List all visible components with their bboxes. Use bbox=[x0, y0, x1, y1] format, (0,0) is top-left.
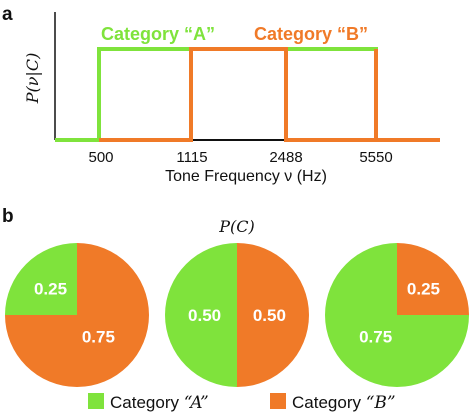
legend: Category “A” Category “B” bbox=[88, 393, 396, 413]
legend-label-category-b: Category “B” bbox=[292, 393, 396, 413]
legend-swatch-category-b bbox=[270, 393, 286, 409]
legend-swatch-category-a bbox=[88, 393, 104, 409]
pie-slice-category-a bbox=[5, 243, 77, 315]
pie-slice-label: 0.25 bbox=[407, 280, 440, 299]
pie-charts: 0.25 0.75 0.50 0.50 0.75 0.25 bbox=[5, 243, 469, 387]
series-b-legend-label: Category “B” bbox=[254, 24, 368, 44]
pie-slice-label: 0.50 bbox=[188, 306, 221, 325]
pie-slice-category-b bbox=[397, 243, 469, 315]
pie-slice-category-b bbox=[5, 243, 149, 387]
pie-slice-label: 0.50 bbox=[253, 306, 286, 325]
series-category-a-line bbox=[55, 47, 378, 142]
x-tick-label: 500 bbox=[88, 149, 113, 166]
pie-slice-category-b bbox=[237, 243, 309, 387]
y-axis-label: P(ν|C) bbox=[23, 53, 42, 105]
x-tick-label: 5550 bbox=[359, 149, 392, 166]
step-plot: Category “A” Category “B” P(ν|C) 500 111… bbox=[23, 12, 440, 185]
x-tick-label: 1115 bbox=[176, 149, 207, 166]
panel-label-b: b bbox=[2, 206, 14, 227]
pie-slice-label: 0.75 bbox=[82, 327, 115, 346]
pie-group-title: P(C) bbox=[218, 217, 255, 236]
pie-slice-label: 0.25 bbox=[34, 280, 67, 299]
series-category-b-line bbox=[99, 47, 440, 142]
pie-slice-label: 0.75 bbox=[359, 327, 392, 346]
x-axis-label: Tone Frequency ν (Hz) bbox=[165, 168, 327, 185]
panel-label-a: a bbox=[2, 4, 13, 25]
series-a-legend-label: Category “A” bbox=[101, 24, 215, 44]
legend-label-category-a: Category “A” bbox=[110, 393, 209, 413]
x-tick-label: 2488 bbox=[269, 149, 302, 166]
pie-slice-category-a bbox=[165, 243, 237, 387]
